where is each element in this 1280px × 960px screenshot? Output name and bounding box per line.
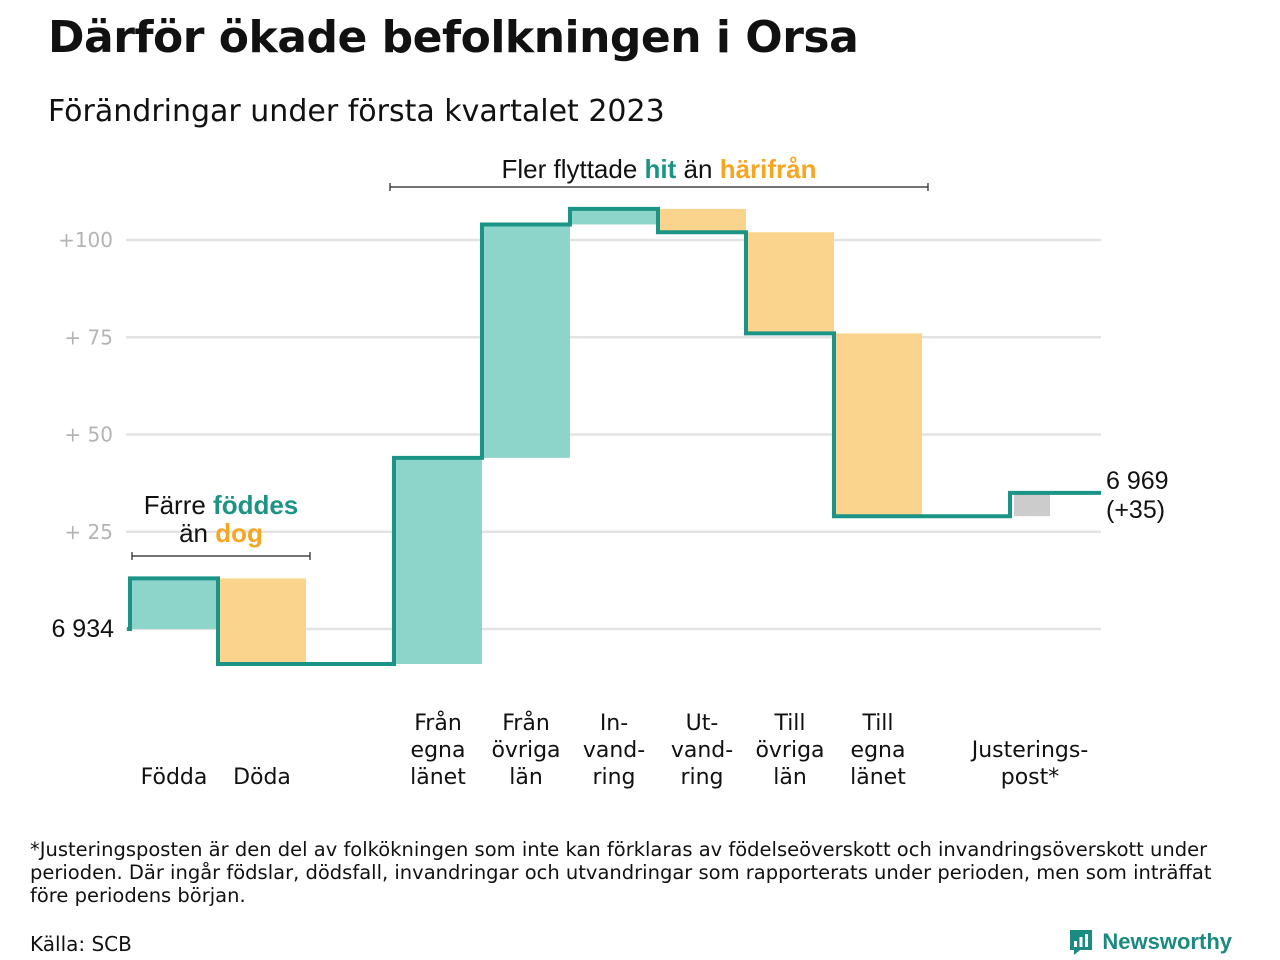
category-label: egna bbox=[851, 738, 906, 763]
y-tick-label: + 50 bbox=[64, 423, 113, 447]
category-label: övriga bbox=[755, 738, 824, 763]
y-tick-label: + 75 bbox=[64, 325, 113, 349]
category-label: län bbox=[509, 765, 543, 790]
bar-födda bbox=[130, 578, 218, 629]
bars bbox=[130, 208, 1050, 665]
bar-invandring bbox=[570, 208, 658, 225]
bar-till-övriga-län bbox=[746, 232, 834, 334]
end-value-label: 6 969 bbox=[1106, 467, 1169, 495]
page-title: Därför ökade befolkningen i Orsa bbox=[48, 12, 859, 63]
category-label: egna bbox=[411, 738, 466, 763]
natural-annotation-line2: än dog bbox=[179, 518, 263, 548]
brand[interactable]: Newsworthy bbox=[1068, 928, 1232, 956]
natural-annotation-line1: Färre föddes bbox=[144, 490, 299, 520]
footnote: *Justeringsposten är den del av folkökni… bbox=[30, 838, 1212, 907]
migration-annotation: Fler flyttade hit än härifrån bbox=[501, 154, 816, 184]
labels: + 25 + 50 + 75 +100 6 934 6 969(+35) Födda Döda… bbox=[51, 154, 1168, 790]
category-label: Födda bbox=[141, 765, 208, 790]
y-tick-label: +100 bbox=[58, 228, 113, 252]
category-label: ring bbox=[592, 765, 635, 790]
category-label: Till bbox=[861, 711, 893, 736]
brand-name: Newsworthy bbox=[1102, 929, 1232, 954]
step-line bbox=[127, 206, 1101, 667]
category-label: post* bbox=[1001, 765, 1060, 790]
category-label: Från bbox=[414, 710, 462, 736]
bar-från-egna-länet bbox=[394, 457, 482, 665]
page-subtitle: Förändringar under första kvartalet 2023 bbox=[48, 94, 665, 129]
category-label: vand- bbox=[583, 738, 645, 763]
bar-justeringspost- bbox=[1014, 492, 1050, 517]
category-label: ring bbox=[680, 765, 723, 790]
category-label: län bbox=[773, 765, 807, 790]
waterfall-chart: + 25 + 50 + 75 +100 6 934 6 969(+35) Födda Döda… bbox=[51, 154, 1168, 790]
category-label: Ut- bbox=[686, 711, 719, 736]
category-label: Till bbox=[773, 711, 805, 736]
bar-till-egna-länet bbox=[834, 333, 922, 517]
bar-döda bbox=[218, 578, 306, 665]
category-label: länet bbox=[410, 765, 466, 790]
bar-utvandring bbox=[658, 208, 746, 233]
category-label: Justerings- bbox=[970, 738, 1089, 763]
category-label: övriga bbox=[491, 738, 560, 763]
newsworthy-logo-icon bbox=[1070, 930, 1093, 955]
y-tick-label: + 25 bbox=[64, 520, 113, 544]
gridlines bbox=[126, 238, 1101, 631]
category-label: Döda bbox=[233, 765, 291, 790]
running-total-line bbox=[127, 206, 1101, 667]
category-label: vand- bbox=[671, 738, 733, 763]
source-label: Källa: SCB bbox=[30, 932, 132, 956]
bar-från-övriga-län bbox=[482, 224, 570, 458]
category-label: länet bbox=[850, 765, 906, 790]
start-value-label: 6 934 bbox=[51, 615, 114, 643]
end-change-label: (+35) bbox=[1106, 496, 1165, 524]
category-label: Från bbox=[502, 710, 550, 736]
category-label: In- bbox=[600, 711, 628, 736]
